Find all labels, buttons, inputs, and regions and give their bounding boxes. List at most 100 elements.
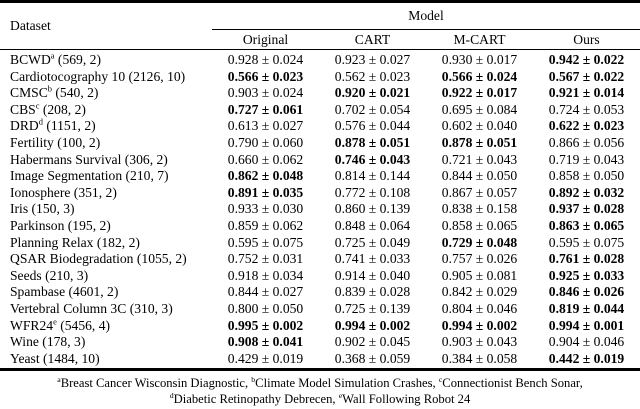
dataset-cell: CBSc (208, 2) xyxy=(10,101,86,117)
table-row: Spambase (4601, 2) 0.844 ± 0.027 0.839 ± 0… xyxy=(0,284,640,301)
table-row: Yeast (1484, 10) 0.429 ± 0.019 0.368 ± 0.0… xyxy=(0,350,640,372)
value-cell: 0.800 ± 0.050 xyxy=(227,300,304,316)
table-row: QSAR Biodegradation (1055, 2) 0.752 ± 0.0… xyxy=(0,251,640,268)
table-row: Fertility (100, 2) 0.790 ± 0.060 0.878 ± 0… xyxy=(0,135,640,152)
dataset-cell: Ionosphere (351, 2) xyxy=(10,184,117,200)
value-cell: 0.442 ± 0.019 xyxy=(533,350,640,372)
value-cell: 0.384 ± 0.058 xyxy=(426,350,533,372)
dataset-cell: Cardiotocography 10 (2126, 10) xyxy=(10,68,186,84)
value-cell: 0.920 ± 0.021 xyxy=(334,85,411,101)
value-cell: 0.576 ± 0.044 xyxy=(334,118,411,134)
dataset-cell: CMSCb (540, 2) xyxy=(10,85,99,101)
value-cell: 0.892 ± 0.032 xyxy=(548,184,625,200)
value-cell: 0.867 ± 0.057 xyxy=(441,184,518,200)
value-cell: 0.923 ± 0.027 xyxy=(334,52,411,67)
value-cell: 0.891 ± 0.035 xyxy=(227,184,304,200)
value-cell: 0.746 ± 0.043 xyxy=(334,151,411,167)
table-row: Vertebral Column 3C (310, 3) 0.800 ± 0.05… xyxy=(0,301,640,318)
value-cell: 0.937 ± 0.028 xyxy=(548,201,625,217)
column-header-mcart: M-CART xyxy=(426,29,533,50)
value-cell: 0.729 ± 0.048 xyxy=(441,234,518,250)
value-cell: 0.846 ± 0.026 xyxy=(548,284,625,300)
header-row-group: Dataset Model xyxy=(0,1,640,50)
value-cell: 0.741 ± 0.033 xyxy=(334,251,411,267)
dataset-cell: WFR24e (5456, 4) xyxy=(10,317,111,333)
dataset-cell: QSAR Biodegradation (1055, 2) xyxy=(10,251,187,267)
table-row: Planning Relax (182, 2) 0.595 ± 0.075 0.72… xyxy=(0,235,640,252)
dataset-cell: Parkinson (195, 2) xyxy=(10,217,111,233)
value-cell: 0.930 ± 0.017 xyxy=(441,52,518,67)
dataset-cell: Vertebral Column 3C (310, 3) xyxy=(10,300,173,316)
value-cell: 0.902 ± 0.045 xyxy=(334,334,411,350)
value-cell: 0.814 ± 0.144 xyxy=(334,168,411,184)
value-cell: 0.878 ± 0.051 xyxy=(441,134,518,150)
table-row: Cardiotocography 10 (2126, 10) 0.566 ± 0.… xyxy=(0,69,640,86)
table-row: WFR24e (5456, 4) 0.995 ± 0.002 0.994 ± 0.0… xyxy=(0,318,640,335)
value-cell: 0.903 ± 0.024 xyxy=(227,85,304,101)
value-cell: 0.844 ± 0.050 xyxy=(441,168,518,184)
value-cell: 0.848 ± 0.064 xyxy=(334,217,411,233)
value-cell: 0.863 ± 0.065 xyxy=(548,217,625,233)
dataset-cell: Yeast (1484, 10) xyxy=(0,350,212,372)
value-cell: 0.995 ± 0.002 xyxy=(227,317,304,333)
value-cell: 0.695 ± 0.084 xyxy=(441,101,518,117)
value-cell: 0.838 ± 0.158 xyxy=(441,201,518,217)
table-row: Image Segmentation (210, 7) 0.862 ± 0.048… xyxy=(0,168,640,185)
value-cell: 0.858 ± 0.050 xyxy=(548,168,625,184)
value-cell: 0.719 ± 0.043 xyxy=(548,151,625,167)
results-table: Dataset Model Original CART M-CART Ours … xyxy=(0,0,640,372)
value-cell: 0.804 ± 0.046 xyxy=(441,300,518,316)
value-cell: 0.914 ± 0.040 xyxy=(334,267,411,283)
dataset-cell: BCWDa (569, 2) xyxy=(10,50,101,67)
value-cell: 0.921 ± 0.014 xyxy=(548,85,625,101)
footnote-marker: d xyxy=(38,118,43,127)
table-row: Habermans Survival (306, 2) 0.660 ± 0.062… xyxy=(0,152,640,169)
footnote-marker: a xyxy=(50,50,55,61)
value-cell: 0.942 ± 0.022 xyxy=(548,52,625,67)
table-row: BCWDa (569, 2) 0.928 ± 0.024 0.923 ± 0.027… xyxy=(0,50,640,69)
value-cell: 0.761 ± 0.028 xyxy=(548,251,625,267)
value-cell: 0.859 ± 0.062 xyxy=(227,217,304,233)
dataset-cell: Wine (178, 3) xyxy=(10,334,86,350)
footnote-marker: e xyxy=(53,317,57,326)
value-cell: 0.562 ± 0.023 xyxy=(334,68,411,84)
value-cell: 0.862 ± 0.048 xyxy=(227,168,304,184)
dataset-cell: Iris (150, 3) xyxy=(10,201,75,217)
value-cell: 0.772 ± 0.108 xyxy=(334,184,411,200)
value-cell: 0.595 ± 0.075 xyxy=(548,234,625,250)
value-cell: 0.866 ± 0.056 xyxy=(548,134,625,150)
value-cell: 0.933 ± 0.030 xyxy=(227,201,304,217)
value-cell: 0.994 ± 0.002 xyxy=(334,317,411,333)
value-cell: 0.660 ± 0.062 xyxy=(227,151,304,167)
model-group-header: Model xyxy=(212,1,640,30)
footnote-marker: d xyxy=(169,390,174,400)
value-cell: 0.904 ± 0.046 xyxy=(548,334,625,350)
column-header-ours: Ours xyxy=(533,29,640,50)
dataset-cell: Fertility (100, 2) xyxy=(10,134,101,150)
value-cell: 0.928 ± 0.024 xyxy=(227,52,304,67)
value-cell: 0.752 ± 0.031 xyxy=(227,251,304,267)
footnote-marker: a xyxy=(57,375,61,385)
table-row: Seeds (210, 3) 0.918 ± 0.034 0.914 ± 0.040… xyxy=(0,268,640,285)
value-cell: 0.908 ± 0.041 xyxy=(227,334,304,350)
header-row-columns: Original CART M-CART Ours xyxy=(0,29,640,50)
footnote-line-2: dDiabetic Retinopathy Debrecen, eWall Fo… xyxy=(169,390,471,406)
table-header: Dataset Model Original CART M-CART Ours xyxy=(0,1,640,50)
value-cell: 0.725 ± 0.139 xyxy=(334,300,411,316)
value-cell: 0.429 ± 0.019 xyxy=(212,350,319,372)
value-cell: 0.757 ± 0.026 xyxy=(441,251,518,267)
value-cell: 0.567 ± 0.022 xyxy=(548,68,625,84)
value-cell: 0.922 ± 0.017 xyxy=(441,85,518,101)
table-body: BCWDa (569, 2) 0.928 ± 0.024 0.923 ± 0.027… xyxy=(0,50,640,372)
value-cell: 0.595 ± 0.075 xyxy=(227,234,304,250)
value-cell: 0.727 ± 0.061 xyxy=(227,101,304,117)
value-cell: 0.994 ± 0.001 xyxy=(548,317,625,333)
value-cell: 0.844 ± 0.027 xyxy=(227,284,304,300)
value-cell: 0.721 ± 0.043 xyxy=(441,151,518,167)
value-cell: 0.622 ± 0.023 xyxy=(548,118,625,134)
dataset-column-header: Dataset xyxy=(0,1,212,50)
value-cell: 0.858 ± 0.065 xyxy=(441,217,518,233)
column-header-original: Original xyxy=(212,29,319,50)
table-row: DRDd (1151, 2) 0.613 ± 0.027 0.576 ± 0.044… xyxy=(0,118,640,135)
value-cell: 0.566 ± 0.024 xyxy=(441,68,518,84)
